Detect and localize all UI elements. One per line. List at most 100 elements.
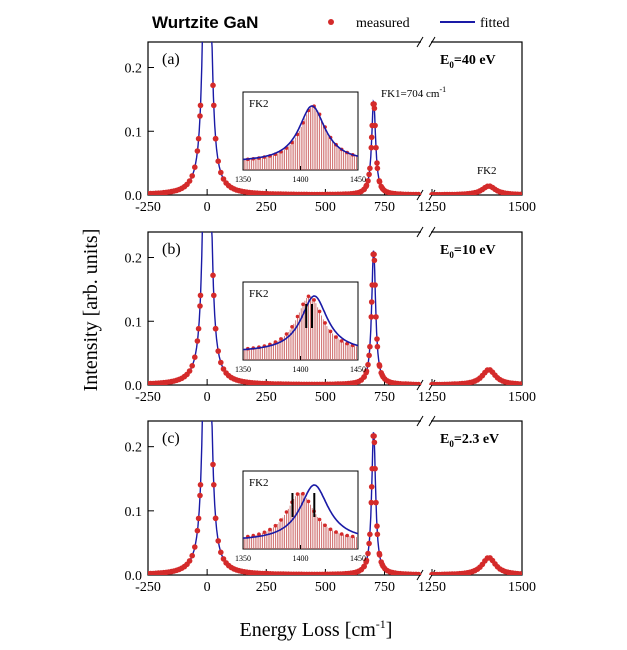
inset-x-tick-label: 1350 [235,365,251,374]
axis-break-gap-bottom [421,380,431,390]
inset: FK2 1350 1400 1450 [235,91,366,184]
measured-point [365,178,371,184]
measured-point [368,314,375,320]
measured-point [373,144,379,151]
axis-break-mark-top [428,226,436,238]
energy-label-value: =2.3 eV [454,432,499,447]
measured-point [189,363,195,369]
panel-3: 0.00.10.2-250 0 250 500 750 1250 1500(c) E0=2.3… [125,415,536,595]
measured-point [368,484,375,490]
measured-point [367,531,373,538]
energy-label-e: E [440,432,449,447]
legend-measured-marker [328,19,334,25]
measured-point [371,101,377,107]
inset-measured-point [339,339,344,343]
measured-point [361,563,368,570]
inset-measured-point [328,527,333,532]
measured-point [371,105,378,112]
measured-points-group [148,433,522,575]
measured-point [372,122,378,129]
measured-point [218,169,224,176]
inset-fitted-curve [242,105,359,161]
measured-point [189,552,195,559]
inset-measured-point [284,332,289,336]
inset-measured-point [257,532,261,536]
inset-measured-point [279,337,283,341]
measured-point [212,135,219,142]
inset-measured-point [290,325,294,329]
inset-measured-point [328,329,333,334]
measured-point [192,544,198,550]
measured-point [380,563,386,570]
figure-title: Wurtzite GaN [152,13,258,32]
y-tick-label: 0.0 [125,379,143,394]
fk1-label-sup: -1 [439,85,446,94]
measured-point [218,359,224,366]
inset-label: FK2 [249,477,269,489]
measured-point [197,102,204,109]
measured-point [415,571,422,575]
energy-label: E0=2.3 eV [440,432,499,449]
measured-point [215,538,221,544]
panel-1: 0.00.10.2-250 0 250 500 750 1250 1500(a) E0=40 … [125,36,536,215]
measured-point [376,550,383,557]
inset-x-tick-label: 1350 [235,554,251,563]
fk1-label-main: FK1=704 cm [381,88,440,100]
measured-point [380,186,386,193]
measured-point [374,531,381,538]
measured-point [365,361,371,368]
inset-measured-point [301,302,305,307]
measured-point [194,148,201,154]
panel-label: (a) [162,51,180,68]
measured-point [192,164,198,170]
axis-break-gap-bottom [421,190,431,200]
measured-point [220,176,227,182]
x-axis-label-main: Energy Loss [cm [240,619,377,641]
inset-measured-point [339,532,344,536]
measured-points-group [148,82,522,195]
energy-label-value: =40 eV [454,53,496,68]
measured-point [365,550,371,557]
energy-label-sub: 0 [449,439,454,449]
measured-point [374,160,380,166]
inset-measured-point [279,518,283,522]
measured-point [197,303,203,309]
axis-break-mark-top [428,415,436,427]
measured-point [194,527,201,534]
measured-point [367,343,373,350]
inset-x-tick-label: 1450 [350,365,366,374]
panel-label: (c) [162,430,180,447]
y-tick-label: 0.1 [125,125,143,140]
inset-measured-point [306,294,311,299]
measured-point [374,165,381,172]
measured-point [372,465,378,472]
inset-fitted-curve [242,484,359,539]
inset-measured-point [306,499,311,504]
y-tick-label: 0.2 [125,441,143,456]
measured-point [212,325,219,332]
inset-measured-point [284,510,289,514]
inset-measured-point [323,321,327,325]
measured-point [517,191,522,195]
axis-break-gap-top [421,416,431,426]
measured-point [371,257,378,264]
measured-point [210,272,216,279]
measured-point [517,381,522,385]
energy-label-sub: 0 [449,60,454,70]
measured-point [367,165,373,172]
measured-point [376,362,383,368]
y-tick-label: 0.0 [125,189,143,204]
energy-label: E0=10 eV [440,243,496,260]
y-axis-label: Intensity [arb. units] [80,229,102,392]
inset-measured-point [317,309,322,314]
measured-point [215,158,221,164]
energy-label: E0=40 eV [440,53,496,70]
x-tick-label: 500 [315,200,336,215]
measured-point [220,556,227,562]
x-tick-label: 0 [204,200,211,215]
x-axis-label-end: ] [386,619,393,641]
measured-point [366,352,372,359]
axis-break-gap-top [421,227,431,237]
x-tick-label: 250 [256,390,277,405]
measured-point [189,173,195,179]
